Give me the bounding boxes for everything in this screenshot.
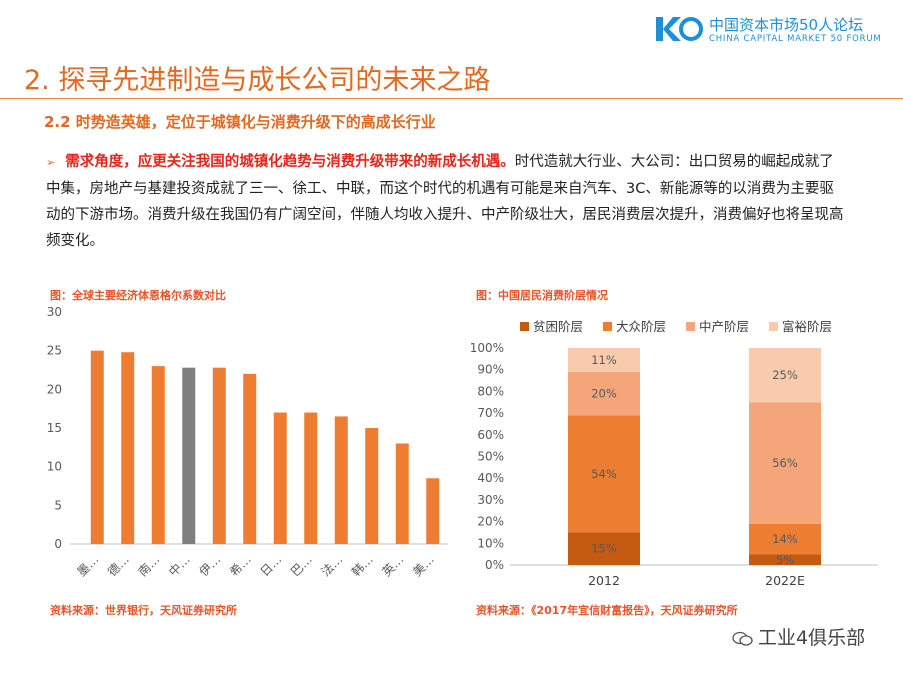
bar: [182, 367, 196, 544]
legend-swatch: [603, 322, 612, 331]
y-tick-label: 20: [47, 382, 62, 396]
data-label: 20%: [591, 387, 617, 401]
x-tick-label: 法…: [318, 552, 345, 579]
data-label: 14%: [772, 532, 798, 546]
title-divider: [0, 98, 903, 99]
bar: [365, 428, 379, 544]
legend-swatch: [769, 322, 778, 331]
paragraph-text: 时代造就大行业、大公司：出口贸易的崛起成就了中集，房地产与基建投资成就了三一、徐…: [46, 154, 844, 249]
y-tick-label: 10%: [477, 536, 504, 550]
data-label: 15%: [591, 542, 617, 556]
stacked-segment: [749, 402, 821, 524]
k50-logo-mark: [656, 17, 703, 41]
data-label: 5%: [776, 553, 794, 567]
bar: [243, 373, 257, 544]
stacked-segment: [568, 348, 640, 372]
y-tick-label: 50%: [477, 450, 504, 464]
y-tick-label: 90%: [477, 363, 504, 377]
right-figure-title: 图：中国居民消费阶层情况: [476, 289, 608, 302]
bar: [334, 416, 348, 544]
arrow-bullet-icon: ➢: [46, 156, 56, 169]
wechat-icon: [732, 631, 753, 646]
bar: [273, 412, 287, 544]
forum-logo: 中国资本市场50人论坛 CHINA CAPITAL MARKET 50 FORU…: [655, 12, 895, 48]
consumption-class-stacked-chart: 贫困阶层 大众阶层 中产阶层 富裕阶层 0% 10% 20% 30% 40% 50% 60% 70% 8…: [470, 319, 878, 588]
y-tick-label: 30%: [477, 493, 504, 507]
bar: [151, 366, 165, 544]
bar: [212, 367, 226, 544]
legend-label: 大众阶层: [616, 319, 666, 334]
page-title: 2. 探寻先进制造与成长公司的未来之路: [24, 65, 491, 96]
y-tick-label: 0%: [485, 558, 504, 572]
x-tick-label: 南…: [135, 552, 163, 580]
legend-label: 中产阶层: [699, 319, 749, 334]
y-tick-label: 5: [54, 498, 62, 512]
y-tick-label: 80%: [477, 384, 504, 398]
bar: [426, 478, 440, 544]
stacked-segment: [749, 348, 821, 403]
x-tick-label: 2012: [588, 573, 620, 588]
bar: [304, 412, 318, 544]
stacked-segment: [568, 371, 640, 416]
right-figure-source: 资料来源：《2017年宜信财富报告》，天风证券研究所: [476, 604, 738, 617]
wechat-watermark: 工业4俱乐部: [732, 623, 865, 650]
stacked-segment: [749, 554, 821, 565]
left-figure-title: 图：全球主要经济体恩格尔系数对比: [50, 289, 226, 302]
y-tick-label: 0: [54, 537, 62, 551]
x-tick-label: 2022E: [765, 573, 805, 588]
x-tick-label: 巴…: [288, 552, 315, 579]
x-tick-label: 日…: [257, 552, 284, 579]
data-label: 54%: [591, 467, 617, 481]
y-tick-label: 30: [47, 305, 62, 319]
y-tick-label: 40%: [477, 471, 504, 485]
y-tick-label: 15: [47, 421, 62, 435]
data-label: 56%: [772, 456, 798, 470]
bar: [121, 352, 135, 544]
y-tick-label: 100%: [470, 341, 504, 355]
bar: [395, 443, 409, 544]
highlight-text: 需求角度，应更关注我国的城镇化趋势与消费升级带来的新成长机遇。: [65, 154, 515, 170]
x-tick-label: 中…: [165, 552, 193, 580]
data-label: 11%: [591, 353, 617, 367]
watermark-text: 工业4俱乐部: [758, 627, 866, 649]
x-tick-label: 韩…: [348, 552, 376, 580]
left-figure-source: 资料来源：世界银行，天风证券研究所: [50, 604, 237, 617]
stacked-segment: [568, 415, 640, 533]
stacked-segment: [749, 523, 821, 555]
bar: [90, 350, 104, 544]
y-tick-label: 70%: [477, 406, 504, 420]
x-tick-label: 伊…: [196, 552, 223, 579]
data-label: 25%: [772, 368, 798, 382]
y-tick-label: 25: [47, 344, 62, 358]
x-tick-label: 美…: [410, 552, 437, 579]
logo-chinese-name: 中国资本市场50人论坛: [709, 16, 864, 34]
legend-label: 富裕阶层: [782, 319, 832, 334]
legend-swatch: [520, 322, 529, 331]
legend-swatch: [686, 322, 695, 331]
x-tick-label: 英…: [379, 552, 406, 579]
body-paragraph: ➢ 需求角度，应更关注我国的城镇化趋势与消费升级带来的新成长机遇。时代造就大行业、…: [46, 149, 846, 254]
logo-english-name: CHINA CAPITAL MARKET 50 FORUM: [709, 34, 882, 44]
engel-coefficient-bar-chart: 0 5 10 15 20 25 30 墨… 德… 南… 中… 伊… 希… 日… 巴… 法… 韩… 英… 美…: [47, 305, 448, 580]
legend-label: 贫困阶层: [533, 319, 583, 334]
y-tick-label: 20%: [477, 515, 504, 529]
x-tick-label: 希…: [226, 552, 254, 580]
stacked-segment: [568, 532, 640, 565]
x-tick-label: 墨…: [74, 552, 101, 579]
x-tick-label: 德…: [104, 552, 132, 580]
y-tick-label: 10: [47, 460, 62, 474]
section-subtitle: 2.2 时势造英雄，定位于城镇化与消费升级下的高成长行业: [44, 113, 436, 131]
y-tick-label: 60%: [477, 428, 504, 442]
